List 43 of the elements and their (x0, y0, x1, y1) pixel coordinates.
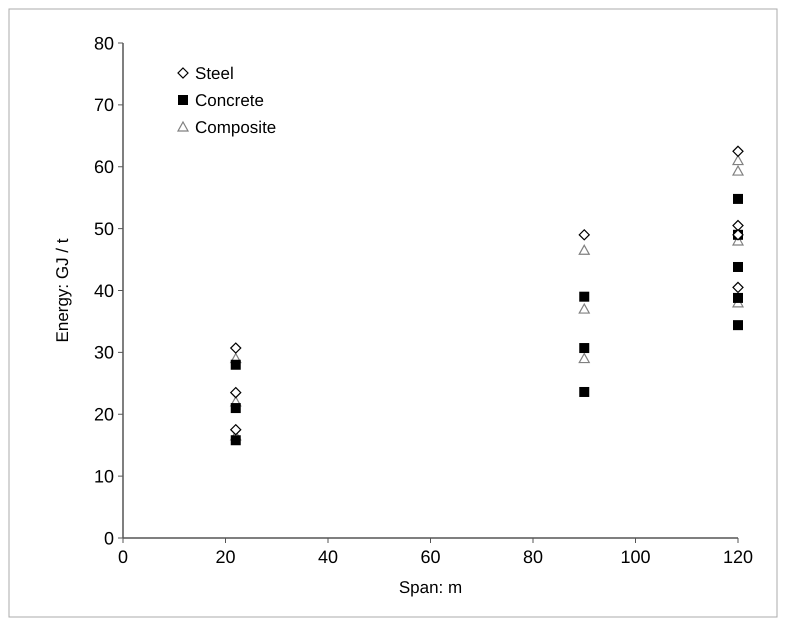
y-tick-label: 10 (94, 466, 114, 486)
point (230, 342, 242, 354)
y-tick-label: 40 (94, 280, 114, 301)
legend-label: Composite (195, 118, 276, 137)
point (230, 403, 241, 414)
point (230, 386, 242, 398)
x-tick-label: 20 (215, 547, 236, 567)
y-tick-label: 60 (94, 157, 114, 178)
point (230, 424, 242, 436)
point (578, 352, 590, 364)
x-tick-label: 120 (722, 547, 754, 567)
point (579, 292, 590, 302)
y-tick-label: 30 (94, 342, 114, 363)
y-tick-label: 70 (94, 95, 114, 116)
legend-label: Concrete (195, 90, 264, 110)
point (732, 165, 744, 176)
point (732, 154, 744, 166)
point (733, 292, 743, 303)
point (733, 194, 743, 204)
point (732, 282, 744, 294)
y-axis-title: Energy: GJ / t (53, 238, 72, 342)
x-tick-label: 40 (318, 547, 338, 567)
point (732, 146, 744, 157)
point (732, 220, 744, 232)
point (230, 435, 241, 446)
point (230, 360, 241, 370)
y-tick-label: 0 (104, 528, 114, 548)
point (578, 244, 590, 255)
point (578, 303, 590, 314)
x-tick-label: 0 (118, 547, 128, 567)
legend-label: Steel (195, 64, 234, 83)
point (733, 320, 743, 330)
y-tick-label: 80 (94, 33, 114, 54)
point (578, 229, 590, 240)
x-tick-label: 100 (620, 547, 651, 567)
x-axis-title: Span: m (398, 578, 462, 597)
point (579, 343, 590, 354)
point (579, 386, 590, 397)
x-tick-label: 60 (420, 547, 441, 567)
x-tick-label: 80 (522, 547, 544, 567)
y-tick-label: 20 (94, 404, 114, 425)
point (733, 262, 743, 272)
y-tick-label: 50 (94, 218, 114, 239)
